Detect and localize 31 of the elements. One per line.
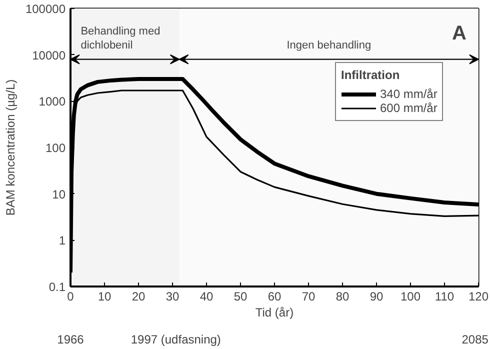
x-tick-label: 80 [336,290,350,304]
band-label: Ingen behandling [286,39,372,52]
y-tick-label: 100 [45,141,66,155]
legend-label: 600 mm/år [380,101,438,115]
y-tick-label: 10 [52,187,66,202]
y-axis-title: BAM koncentration (µg/L) [3,79,18,216]
y-tick-label: 0.1 [48,280,66,294]
x-tick-label: 30 [166,290,180,304]
x-tick-label: 100 [400,290,421,304]
x-axis-title: Tid (år) [255,306,294,320]
x-tick-label: 90 [370,290,384,304]
x-tick-label: 60 [268,290,282,304]
x-tick-label: 20 [132,290,146,304]
x-tick-label: 70 [302,290,316,304]
legend-title: Infiltration [341,68,401,82]
x-tick-label: 50 [234,290,248,304]
y-tick-label: 1000 [38,94,66,109]
legend-label: 340 mm/år [380,87,438,101]
annotation: A [452,22,467,44]
x-tick-label: 120 [468,290,489,304]
y-tick-label: 100000 [25,2,66,16]
y-tick-label: 1 [58,234,66,248]
x-tick-label: 0 [67,290,74,304]
x2-tick-label: 1997 (udfasning) [130,332,221,346]
x2-tick-label: 1966 [57,332,84,346]
x-tick-label: 110 [434,290,454,304]
y-tick-label: 10000 [32,48,66,62]
band-label: Behandling med dichlobenil [80,26,160,52]
x-tick-label: 40 [200,290,214,304]
x-tick-label: 10 [98,290,112,304]
x2-tick-label: 2085 [462,332,489,346]
